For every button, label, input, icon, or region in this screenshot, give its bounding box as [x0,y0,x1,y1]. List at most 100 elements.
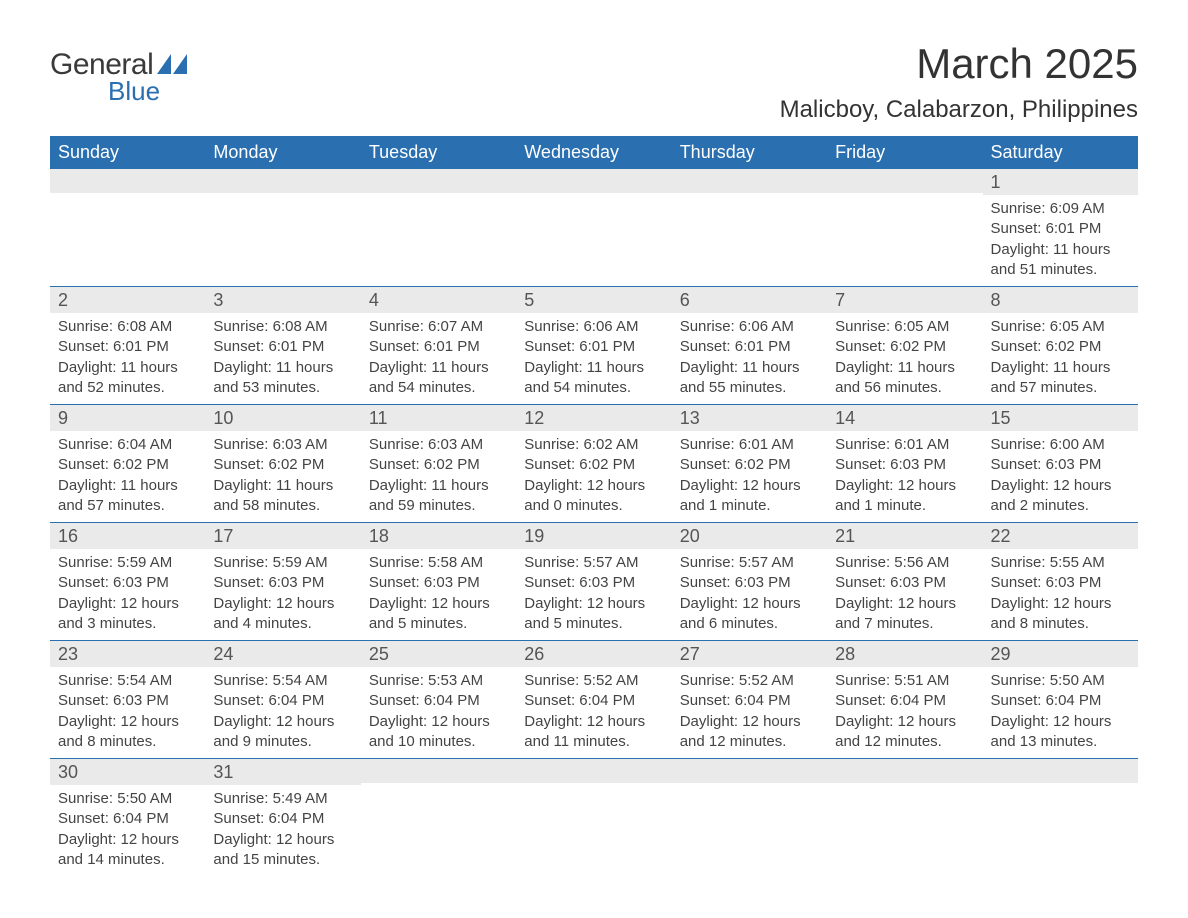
day-content: Sunrise: 5:59 AMSunset: 6:03 PMDaylight:… [205,549,360,640]
sunset-text: Sunset: 6:04 PM [213,691,352,711]
daylight-text-2: and 8 minutes. [58,732,197,752]
sunrise-text: Sunrise: 6:03 AM [369,435,508,455]
calendar-cell: 24Sunrise: 5:54 AMSunset: 6:04 PMDayligh… [205,641,360,758]
daylight-text: Daylight: 11 hours [213,358,352,378]
sunset-text: Sunset: 6:01 PM [991,219,1130,239]
empty-day-content [827,783,982,813]
day-number: 4 [361,287,516,313]
daylight-text-2: and 1 minute. [835,496,974,516]
calendar-cell: 3Sunrise: 6:08 AMSunset: 6:01 PMDaylight… [205,287,360,404]
daylight-text: Daylight: 11 hours [835,358,974,378]
sunrise-text: Sunrise: 5:59 AM [213,553,352,573]
day-content: Sunrise: 6:06 AMSunset: 6:01 PMDaylight:… [516,313,671,404]
sunset-text: Sunset: 6:03 PM [680,573,819,593]
daylight-text-2: and 59 minutes. [369,496,508,516]
sunset-text: Sunset: 6:03 PM [991,455,1130,475]
daylight-text: Daylight: 12 hours [58,712,197,732]
day-content: Sunrise: 6:01 AMSunset: 6:03 PMDaylight:… [827,431,982,522]
calendar-cell: 28Sunrise: 5:51 AMSunset: 6:04 PMDayligh… [827,641,982,758]
sunset-text: Sunset: 6:02 PM [680,455,819,475]
calendar-cell: 22Sunrise: 5:55 AMSunset: 6:03 PMDayligh… [983,523,1138,640]
calendar-cell [672,759,827,876]
day-content: Sunrise: 5:55 AMSunset: 6:03 PMDaylight:… [983,549,1138,640]
sunrise-text: Sunrise: 5:54 AM [213,671,352,691]
day-number: 20 [672,523,827,549]
calendar-cell: 16Sunrise: 5:59 AMSunset: 6:03 PMDayligh… [50,523,205,640]
daylight-text-2: and 15 minutes. [213,850,352,870]
day-content: Sunrise: 5:49 AMSunset: 6:04 PMDaylight:… [205,785,360,876]
day-number: 2 [50,287,205,313]
weekday-header: Monday [205,136,360,169]
sunset-text: Sunset: 6:03 PM [58,573,197,593]
daylight-text: Daylight: 11 hours [991,358,1130,378]
day-content: Sunrise: 5:57 AMSunset: 6:03 PMDaylight:… [672,549,827,640]
weekday-header: Saturday [983,136,1138,169]
day-number: 18 [361,523,516,549]
sunset-text: Sunset: 6:04 PM [991,691,1130,711]
day-number: 25 [361,641,516,667]
daylight-text: Daylight: 11 hours [369,476,508,496]
sunset-text: Sunset: 6:02 PM [213,455,352,475]
daylight-text-2: and 57 minutes. [58,496,197,516]
daylight-text: Daylight: 12 hours [213,830,352,850]
daylight-text-2: and 56 minutes. [835,378,974,398]
calendar-cell: 9Sunrise: 6:04 AMSunset: 6:02 PMDaylight… [50,405,205,522]
day-content: Sunrise: 5:52 AMSunset: 6:04 PMDaylight:… [672,667,827,758]
calendar-row: 1Sunrise: 6:09 AMSunset: 6:01 PMDaylight… [50,169,1138,287]
daylight-text-2: and 7 minutes. [835,614,974,634]
sunset-text: Sunset: 6:01 PM [369,337,508,357]
daylight-text-2: and 5 minutes. [524,614,663,634]
daylight-text: Daylight: 12 hours [213,594,352,614]
daylight-text-2: and 14 minutes. [58,850,197,870]
sunrise-text: Sunrise: 6:00 AM [991,435,1130,455]
daylight-text: Daylight: 11 hours [524,358,663,378]
day-content: Sunrise: 5:54 AMSunset: 6:03 PMDaylight:… [50,667,205,758]
day-content: Sunrise: 6:03 AMSunset: 6:02 PMDaylight:… [205,431,360,522]
daylight-text: Daylight: 12 hours [835,594,974,614]
day-number: 12 [516,405,671,431]
day-number: 7 [827,287,982,313]
sunrise-text: Sunrise: 5:52 AM [680,671,819,691]
sunset-text: Sunset: 6:01 PM [680,337,819,357]
daylight-text-2: and 58 minutes. [213,496,352,516]
sunset-text: Sunset: 6:04 PM [369,691,508,711]
daylight-text-2: and 6 minutes. [680,614,819,634]
empty-day-content [983,783,1138,813]
daylight-text-2: and 10 minutes. [369,732,508,752]
sunset-text: Sunset: 6:01 PM [213,337,352,357]
sunrise-text: Sunrise: 5:57 AM [524,553,663,573]
empty-day-bar [827,169,982,193]
daylight-text: Daylight: 12 hours [524,712,663,732]
day-number: 5 [516,287,671,313]
sunrise-text: Sunrise: 6:06 AM [680,317,819,337]
calendar-cell: 6Sunrise: 6:06 AMSunset: 6:01 PMDaylight… [672,287,827,404]
calendar-cell: 5Sunrise: 6:06 AMSunset: 6:01 PMDaylight… [516,287,671,404]
day-content: Sunrise: 6:05 AMSunset: 6:02 PMDaylight:… [827,313,982,404]
day-number: 23 [50,641,205,667]
sunrise-text: Sunrise: 6:03 AM [213,435,352,455]
empty-day-content [361,783,516,813]
sunrise-text: Sunrise: 5:51 AM [835,671,974,691]
calendar-cell: 8Sunrise: 6:05 AMSunset: 6:02 PMDaylight… [983,287,1138,404]
empty-day-bar [361,759,516,783]
daylight-text: Daylight: 11 hours [369,358,508,378]
weekday-header: Sunday [50,136,205,169]
day-content: Sunrise: 5:56 AMSunset: 6:03 PMDaylight:… [827,549,982,640]
logo: General Blue [50,40,187,107]
sunrise-text: Sunrise: 5:49 AM [213,789,352,809]
day-number: 19 [516,523,671,549]
day-number: 14 [827,405,982,431]
day-number: 28 [827,641,982,667]
daylight-text-2: and 54 minutes. [524,378,663,398]
calendar-cell [361,169,516,286]
calendar-cell: 29Sunrise: 5:50 AMSunset: 6:04 PMDayligh… [983,641,1138,758]
day-content: Sunrise: 6:03 AMSunset: 6:02 PMDaylight:… [361,431,516,522]
empty-day-content [672,783,827,813]
sunset-text: Sunset: 6:03 PM [835,455,974,475]
daylight-text: Daylight: 11 hours [58,476,197,496]
day-number: 10 [205,405,360,431]
sunrise-text: Sunrise: 6:04 AM [58,435,197,455]
day-number: 15 [983,405,1138,431]
day-number: 31 [205,759,360,785]
sunrise-text: Sunrise: 6:08 AM [58,317,197,337]
